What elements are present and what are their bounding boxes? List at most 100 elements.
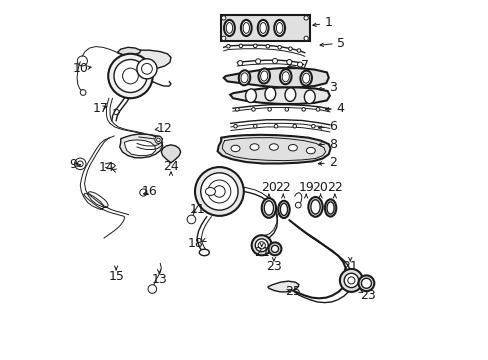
Text: 8: 8 <box>329 138 337 150</box>
Polygon shape <box>161 145 180 163</box>
Circle shape <box>253 125 257 128</box>
Text: 14: 14 <box>99 161 114 174</box>
Circle shape <box>271 245 278 252</box>
Circle shape <box>255 239 267 252</box>
Ellipse shape <box>300 71 311 86</box>
Circle shape <box>267 108 271 111</box>
Text: 7: 7 <box>300 59 308 72</box>
Text: 6: 6 <box>329 121 337 134</box>
Circle shape <box>251 235 271 255</box>
Circle shape <box>274 125 277 128</box>
Circle shape <box>253 44 257 48</box>
Ellipse shape <box>241 20 251 36</box>
Circle shape <box>148 285 156 293</box>
Text: 15: 15 <box>108 270 124 283</box>
Ellipse shape <box>285 88 295 102</box>
Ellipse shape <box>288 144 297 151</box>
Ellipse shape <box>258 68 269 84</box>
Circle shape <box>237 60 242 66</box>
Ellipse shape <box>280 203 287 216</box>
Polygon shape <box>230 87 329 104</box>
Ellipse shape <box>241 73 247 83</box>
Ellipse shape <box>304 90 314 104</box>
Text: 12: 12 <box>157 122 172 135</box>
Polygon shape <box>120 134 163 158</box>
Circle shape <box>277 45 281 49</box>
Circle shape <box>286 59 291 64</box>
Text: 9: 9 <box>69 158 77 171</box>
Circle shape <box>239 44 242 48</box>
Circle shape <box>268 242 281 255</box>
Ellipse shape <box>276 23 282 33</box>
Text: 22: 22 <box>275 181 290 194</box>
Circle shape <box>207 180 230 203</box>
Circle shape <box>77 56 87 66</box>
Circle shape <box>155 136 162 143</box>
Text: 3: 3 <box>329 81 337 94</box>
Circle shape <box>226 44 230 48</box>
Polygon shape <box>122 50 171 69</box>
Circle shape <box>258 242 265 249</box>
Circle shape <box>316 108 319 111</box>
Circle shape <box>142 63 152 74</box>
Text: 22: 22 <box>326 181 342 194</box>
Circle shape <box>77 161 83 167</box>
Circle shape <box>297 62 302 67</box>
Polygon shape <box>221 15 309 41</box>
Circle shape <box>311 125 314 128</box>
Ellipse shape <box>310 200 320 214</box>
Ellipse shape <box>260 23 266 33</box>
Ellipse shape <box>308 197 322 217</box>
Polygon shape <box>223 68 328 87</box>
Ellipse shape <box>245 89 256 103</box>
Ellipse shape <box>238 70 250 85</box>
Text: 16: 16 <box>142 185 157 198</box>
Circle shape <box>255 59 260 64</box>
Circle shape <box>122 68 138 84</box>
Text: 23: 23 <box>265 260 281 273</box>
Circle shape <box>304 16 308 20</box>
Circle shape <box>221 16 225 20</box>
Polygon shape <box>124 140 155 156</box>
Ellipse shape <box>326 202 333 214</box>
Polygon shape <box>117 47 140 55</box>
Circle shape <box>301 108 305 111</box>
Ellipse shape <box>230 145 240 152</box>
Text: 13: 13 <box>151 273 167 286</box>
Ellipse shape <box>260 71 267 81</box>
Polygon shape <box>217 135 330 163</box>
Ellipse shape <box>249 144 259 150</box>
Ellipse shape <box>205 188 215 195</box>
Circle shape <box>304 36 308 41</box>
Ellipse shape <box>261 198 276 218</box>
Circle shape <box>140 189 147 196</box>
Circle shape <box>108 54 152 98</box>
Circle shape <box>74 158 86 170</box>
Circle shape <box>213 186 224 197</box>
Text: 10: 10 <box>72 62 88 75</box>
Ellipse shape <box>280 69 291 84</box>
Circle shape <box>114 59 147 93</box>
Circle shape <box>235 108 239 111</box>
Circle shape <box>80 90 86 95</box>
Ellipse shape <box>282 72 289 82</box>
Circle shape <box>195 167 244 216</box>
Text: 5: 5 <box>337 36 345 50</box>
Circle shape <box>288 47 292 50</box>
Circle shape <box>265 44 269 48</box>
Ellipse shape <box>306 147 315 154</box>
Ellipse shape <box>224 20 234 36</box>
Circle shape <box>344 273 358 288</box>
Ellipse shape <box>264 201 273 215</box>
Text: 20: 20 <box>312 181 328 194</box>
Circle shape <box>292 125 296 128</box>
Circle shape <box>221 36 225 41</box>
Text: 20: 20 <box>261 181 276 194</box>
Text: 23: 23 <box>360 289 375 302</box>
Text: 25: 25 <box>285 285 300 298</box>
Circle shape <box>201 173 238 210</box>
Text: 21: 21 <box>253 246 269 259</box>
Ellipse shape <box>199 249 209 256</box>
Ellipse shape <box>243 23 249 33</box>
Ellipse shape <box>324 199 336 217</box>
